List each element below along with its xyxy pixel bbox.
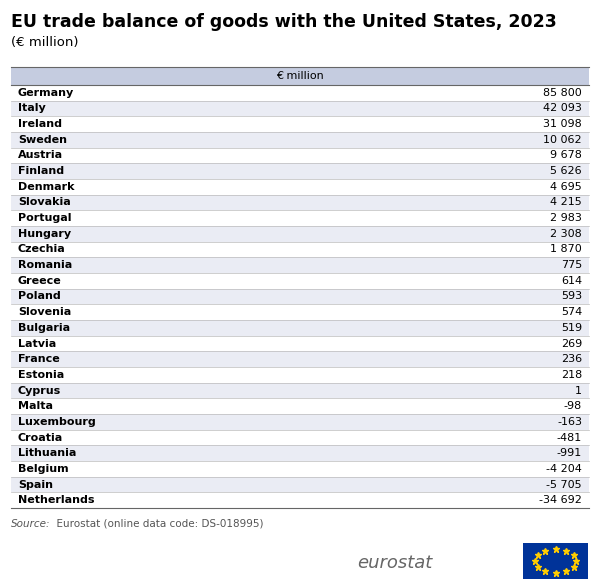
Text: 2 983: 2 983: [550, 213, 582, 223]
Text: 269: 269: [561, 339, 582, 349]
Text: -34 692: -34 692: [539, 495, 582, 505]
Text: -98: -98: [564, 401, 582, 411]
Text: 4 695: 4 695: [550, 182, 582, 192]
Text: Sweden: Sweden: [18, 135, 67, 144]
Text: 236: 236: [561, 354, 582, 364]
Text: Italy: Italy: [18, 104, 46, 113]
Text: 1 870: 1 870: [550, 245, 582, 254]
Text: 5 626: 5 626: [550, 166, 582, 176]
Text: Netherlands: Netherlands: [18, 495, 95, 505]
Text: 4 215: 4 215: [550, 197, 582, 208]
Text: Spain: Spain: [18, 480, 53, 490]
Text: Malta: Malta: [18, 401, 53, 411]
Text: Bulgaria: Bulgaria: [18, 323, 70, 333]
Text: Ireland: Ireland: [18, 119, 62, 129]
Text: -481: -481: [557, 432, 582, 443]
Text: Romania: Romania: [18, 260, 72, 270]
Text: Finland: Finland: [18, 166, 64, 176]
Text: Latvia: Latvia: [18, 339, 56, 349]
Text: Lithuania: Lithuania: [18, 448, 76, 458]
Text: Austria: Austria: [18, 150, 63, 160]
Text: (€ million): (€ million): [11, 36, 78, 49]
Text: 42 093: 42 093: [543, 104, 582, 113]
Text: -4 204: -4 204: [546, 464, 582, 474]
Text: 1: 1: [575, 386, 582, 395]
Text: 519: 519: [561, 323, 582, 333]
Text: France: France: [18, 354, 60, 364]
Text: 10 062: 10 062: [544, 135, 582, 144]
Text: Belgium: Belgium: [18, 464, 68, 474]
Text: Croatia: Croatia: [18, 432, 63, 443]
Text: 9 678: 9 678: [550, 150, 582, 160]
Text: 31 098: 31 098: [543, 119, 582, 129]
Text: 85 800: 85 800: [543, 88, 582, 98]
Text: -163: -163: [557, 417, 582, 427]
Text: Cyprus: Cyprus: [18, 386, 61, 395]
Text: Germany: Germany: [18, 88, 74, 98]
Text: € million: € million: [276, 71, 324, 81]
Text: Slovenia: Slovenia: [18, 307, 71, 317]
Text: Slovakia: Slovakia: [18, 197, 71, 208]
Text: 775: 775: [561, 260, 582, 270]
Text: 218: 218: [561, 370, 582, 380]
Text: Denmark: Denmark: [18, 182, 74, 192]
Text: 2 308: 2 308: [550, 229, 582, 239]
Text: 614: 614: [561, 276, 582, 286]
Text: Czechia: Czechia: [18, 245, 66, 254]
Text: Hungary: Hungary: [18, 229, 71, 239]
Text: Source:: Source:: [11, 519, 50, 529]
Text: Portugal: Portugal: [18, 213, 71, 223]
Text: -991: -991: [557, 448, 582, 458]
Text: EU trade balance of goods with the United States, 2023: EU trade balance of goods with the Unite…: [11, 13, 557, 31]
Text: eurostat: eurostat: [357, 554, 432, 572]
Text: Greece: Greece: [18, 276, 62, 286]
Text: Luxembourg: Luxembourg: [18, 417, 96, 427]
Text: Poland: Poland: [18, 291, 61, 301]
Text: -5 705: -5 705: [547, 480, 582, 490]
Text: Estonia: Estonia: [18, 370, 64, 380]
Text: 574: 574: [561, 307, 582, 317]
Text: 593: 593: [561, 291, 582, 301]
Text: Eurostat (online data code: DS-018995): Eurostat (online data code: DS-018995): [50, 519, 263, 529]
